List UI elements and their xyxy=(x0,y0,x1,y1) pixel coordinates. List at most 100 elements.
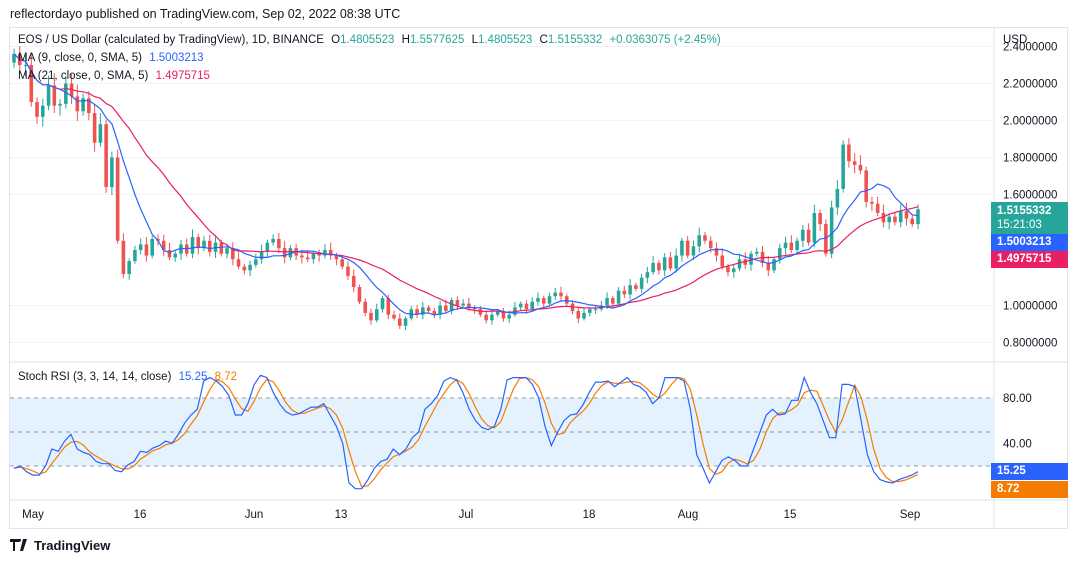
candle-body xyxy=(288,248,293,258)
candle-body xyxy=(472,307,477,310)
candle-body xyxy=(403,318,408,326)
price-tick-label: 2.4000000 xyxy=(1003,42,1057,54)
low-label: L xyxy=(471,34,478,46)
price-tick-label: 0.8000000 xyxy=(1003,338,1057,350)
candle-body xyxy=(576,311,581,319)
candle-body xyxy=(720,255,725,267)
candle-body xyxy=(259,251,264,260)
candle-body xyxy=(881,213,886,223)
change-value: +0.0363075 (+2.45%) xyxy=(609,34,721,46)
candle-body xyxy=(46,85,51,106)
candle-body xyxy=(605,298,609,306)
candle-body xyxy=(634,285,638,289)
candle-body xyxy=(236,259,241,267)
candle-body xyxy=(346,266,350,276)
candle-body xyxy=(328,250,333,256)
candle-body xyxy=(121,240,126,275)
candle-body xyxy=(127,261,131,275)
candle-body xyxy=(438,305,442,315)
candle-body xyxy=(518,303,523,308)
candle-body xyxy=(910,218,915,225)
candle-body xyxy=(812,213,817,243)
time-tick-label: 13 xyxy=(335,509,348,521)
ma21-legend: MA (21, close, 0, SMA, 5) 1.4975715 xyxy=(18,70,214,82)
time-tick-label: 16 xyxy=(134,509,147,521)
ma9-line xyxy=(13,53,919,316)
candle-body xyxy=(674,255,678,269)
candle-body xyxy=(138,244,143,250)
time-tick-label: Sep xyxy=(900,509,920,521)
candle-body xyxy=(87,98,91,114)
candle-body xyxy=(300,255,304,258)
candle-body xyxy=(495,311,500,315)
candle-body xyxy=(559,292,563,297)
candle-body xyxy=(904,211,909,219)
candle-body xyxy=(35,102,39,117)
candle-body xyxy=(29,65,34,102)
candle-body xyxy=(916,209,920,225)
last-price-box: 1.5155332 15:21:03 xyxy=(991,202,1068,234)
candle-body xyxy=(588,309,592,313)
candle-body xyxy=(524,303,529,310)
ma9-legend: MA (9, close, 0, SMA, 5) 1.5003213 xyxy=(18,52,208,64)
stoch-tick-label: 80.00 xyxy=(1003,393,1032,405)
stoch-d-box: 8.72 xyxy=(991,481,1068,498)
candle-body xyxy=(582,312,586,319)
footer-brand[interactable]: TradingView xyxy=(10,538,110,554)
price-tick-label: 2.0000000 xyxy=(1003,116,1057,128)
candle-body xyxy=(444,305,448,312)
candle-body xyxy=(789,242,794,250)
time-tick-label: Jun xyxy=(245,509,264,521)
candle-body xyxy=(426,307,431,312)
candle-body xyxy=(248,264,252,271)
candle-body xyxy=(363,301,368,313)
candle-body xyxy=(726,266,730,273)
candle-body xyxy=(806,229,811,243)
candle-body xyxy=(754,251,759,254)
candle-body xyxy=(783,242,788,249)
stoch-d-line xyxy=(13,376,919,488)
candle-body xyxy=(731,268,736,273)
candle-body xyxy=(628,285,632,295)
candle-body xyxy=(593,309,598,311)
candle-body xyxy=(772,259,776,271)
published-header: reflectordayo published on TradingView.c… xyxy=(10,7,401,21)
candle-body xyxy=(305,257,310,260)
candle-body xyxy=(818,213,822,225)
candle-body xyxy=(616,290,621,304)
candle-body xyxy=(530,301,535,310)
candle-body xyxy=(432,311,437,315)
candle-body xyxy=(374,309,379,321)
candle-body xyxy=(369,312,373,321)
candle-body xyxy=(340,259,344,267)
candle-body xyxy=(357,287,362,302)
candle-body xyxy=(323,250,327,256)
candle-body xyxy=(317,253,321,256)
candle-body xyxy=(110,157,114,188)
candle-body xyxy=(173,253,178,258)
candle-body xyxy=(484,314,488,321)
candle-body xyxy=(541,298,546,304)
candle-body xyxy=(144,244,149,256)
candle-body xyxy=(23,65,28,66)
price-tick-label: 1.8000000 xyxy=(1003,153,1057,165)
candle-body xyxy=(651,262,655,273)
candle-body xyxy=(179,244,183,254)
candle-body xyxy=(351,275,356,287)
candle-body xyxy=(547,296,552,304)
ma21-value: 1.4975715 xyxy=(155,70,210,82)
candle-body xyxy=(564,296,569,304)
chart-frame xyxy=(9,27,1068,529)
candle-body xyxy=(64,83,68,104)
candle-body xyxy=(467,303,471,308)
candle-body xyxy=(898,211,903,223)
candle-body xyxy=(277,238,281,249)
ma9-value: 1.5003213 xyxy=(149,52,204,64)
price-tick-label: 1.0000000 xyxy=(1003,301,1057,313)
candle-body xyxy=(219,242,224,254)
candle-body xyxy=(265,242,270,252)
candle-body xyxy=(668,257,673,269)
candle-body xyxy=(841,144,845,189)
close-label: C xyxy=(539,34,548,46)
